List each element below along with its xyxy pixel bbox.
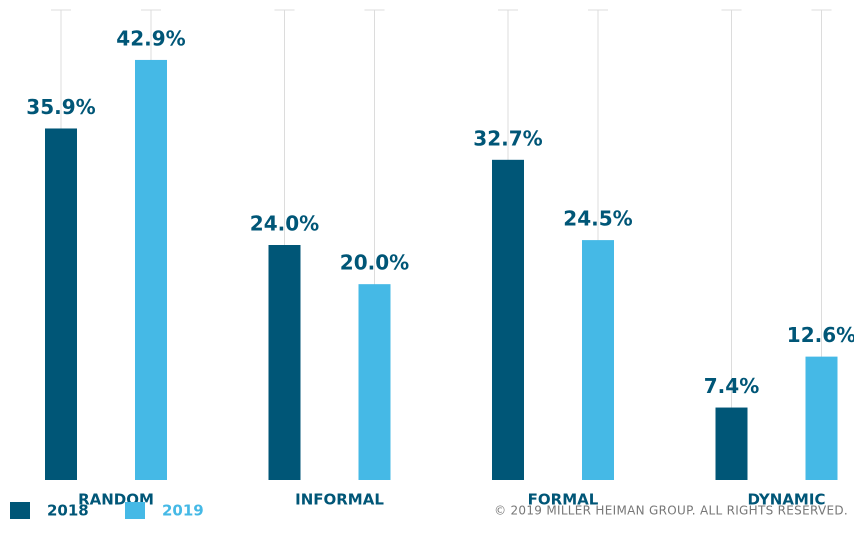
bar bbox=[582, 240, 614, 480]
legend-label: 2019 bbox=[162, 502, 204, 520]
value-label: 24.5% bbox=[563, 207, 632, 231]
bar bbox=[492, 159, 524, 480]
bar bbox=[805, 356, 838, 480]
value-label: 35.9% bbox=[26, 95, 95, 119]
value-label: 20.0% bbox=[340, 251, 409, 275]
x-tick-label: FORMAL bbox=[528, 491, 599, 509]
x-tick-label: INFORMAL bbox=[295, 491, 384, 509]
legend-label: 2018 bbox=[47, 502, 89, 520]
value-label: 24.0% bbox=[250, 212, 319, 236]
copyright: © 2019 MILLER HEIMAN GROUP. ALL RIGHTS R… bbox=[494, 504, 848, 518]
value-label: 32.7% bbox=[473, 126, 542, 150]
value-label: 7.4% bbox=[704, 374, 759, 398]
x-tick-label: DYNAMIC bbox=[748, 491, 826, 509]
legend-swatch bbox=[125, 502, 145, 519]
bar bbox=[45, 128, 77, 480]
bar bbox=[135, 59, 167, 480]
legend-swatch bbox=[10, 502, 30, 519]
value-label: 12.6% bbox=[787, 323, 854, 347]
value-label: 42.9% bbox=[116, 26, 185, 50]
bar bbox=[268, 245, 301, 480]
bar bbox=[715, 407, 748, 480]
bar bbox=[358, 284, 391, 480]
